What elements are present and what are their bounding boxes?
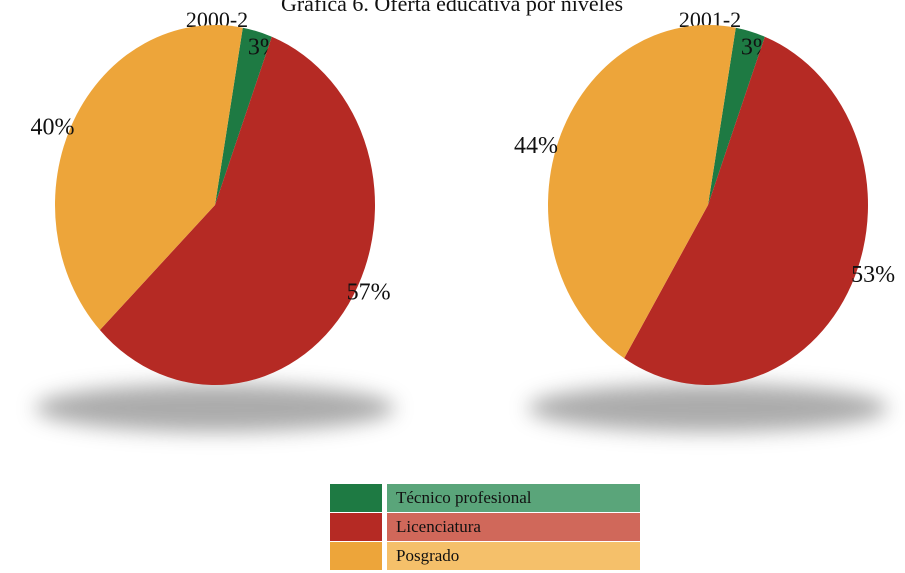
pie-slice <box>624 36 868 385</box>
legend-band <box>387 542 640 570</box>
legend-swatch <box>330 542 382 570</box>
legend-band <box>387 484 640 512</box>
page-title: Gráfica 6. Oferta educativa por niveles <box>281 0 623 16</box>
legend-label: Posgrado <box>396 546 459 565</box>
pie-slice <box>548 24 736 359</box>
pie-slice <box>99 36 376 385</box>
pie-shadow <box>35 384 395 432</box>
slice-label: 53% <box>851 262 895 288</box>
legend-label: Técnico profesional <box>396 488 532 507</box>
legend-swatch <box>330 484 382 512</box>
legend-swatch <box>330 513 382 541</box>
pie-slice <box>54 24 243 331</box>
slice-label: 44% <box>514 133 558 159</box>
legend-label: Licenciatura <box>396 517 481 536</box>
slice-label: 40% <box>31 114 75 140</box>
slice-label: 57% <box>347 280 391 306</box>
pie-slice <box>215 27 272 205</box>
pie-slice <box>708 27 765 205</box>
pie-shadow <box>528 384 888 432</box>
legend-band <box>387 513 640 541</box>
